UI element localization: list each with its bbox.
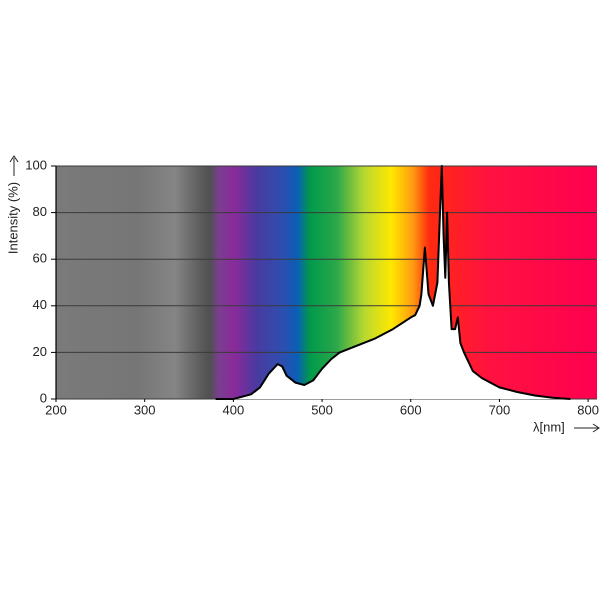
x-tick-label: 300 xyxy=(134,402,156,417)
y-tick-label: 60 xyxy=(33,251,47,266)
y-tick-label: 100 xyxy=(25,157,47,172)
y-axis-label: Intensity (%) xyxy=(5,182,20,254)
spectrum-background xyxy=(56,166,597,399)
x-tick-label: 700 xyxy=(489,402,511,417)
y-tick-label: 80 xyxy=(33,204,47,219)
x-tick-label: 500 xyxy=(311,402,333,417)
y-tick-label: 0 xyxy=(40,390,47,405)
y-tick-label: 20 xyxy=(33,344,47,359)
x-tick-label: 600 xyxy=(400,402,422,417)
x-tick-label: 800 xyxy=(577,402,599,417)
y-axis-arrowhead xyxy=(9,155,19,163)
area-line xyxy=(215,165,571,400)
area-fill xyxy=(215,166,571,399)
x-axis-arrowhead xyxy=(592,423,600,433)
y-tick-label: 40 xyxy=(33,297,47,312)
x-tick-label: 200 xyxy=(45,402,67,417)
x-tick-label: 400 xyxy=(223,402,245,417)
x-axis-label: λ[nm] xyxy=(533,419,565,434)
